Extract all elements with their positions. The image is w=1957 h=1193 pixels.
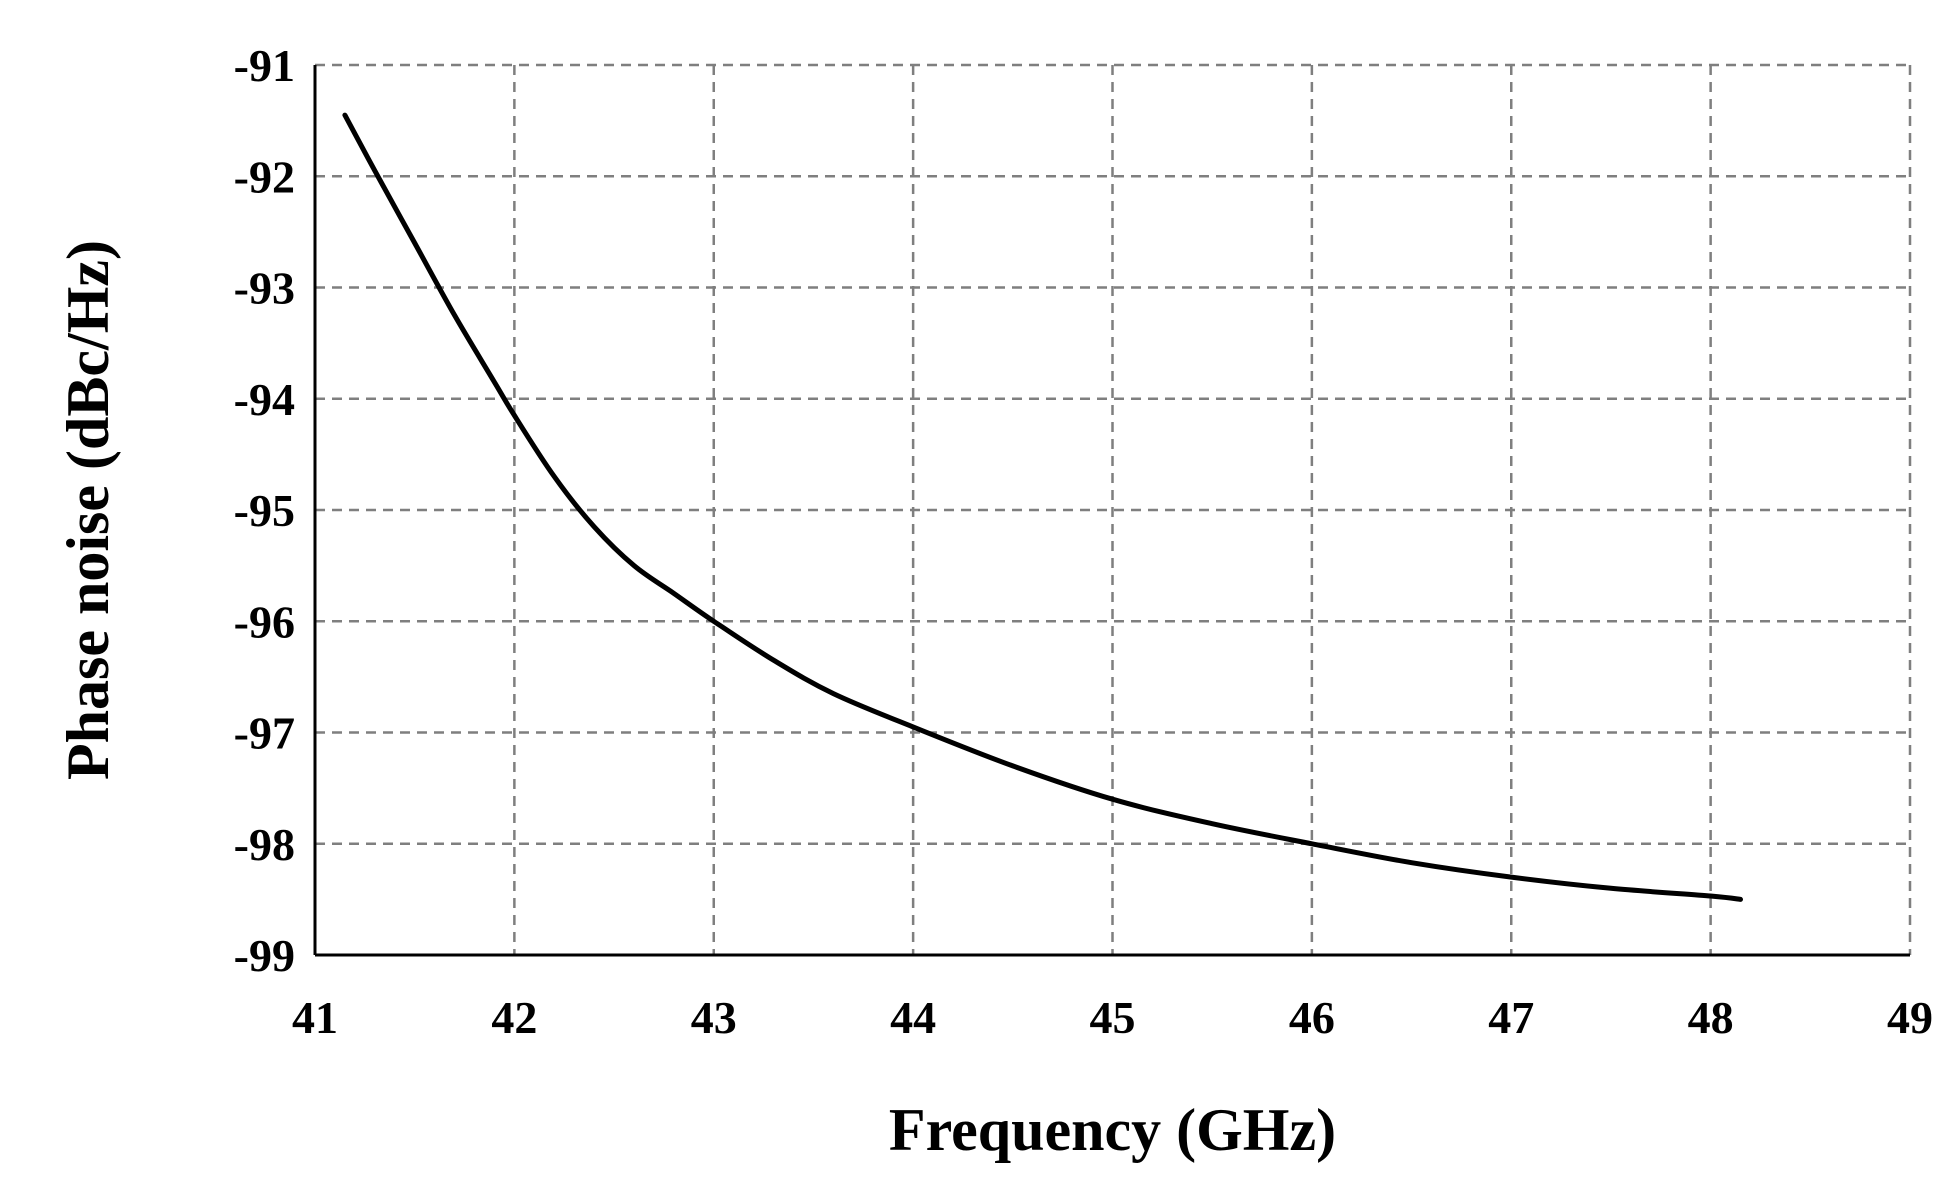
x-tick-label-2: 43 [691, 992, 737, 1043]
series-line-0 [342, 112, 1743, 902]
grid [315, 63, 1912, 955]
x-tick-label-7: 48 [1688, 992, 1734, 1043]
x-axis-title: Frequency (GHz) [889, 1097, 1336, 1163]
y-tick-label-8: -99 [234, 930, 295, 981]
series-group [342, 112, 1743, 902]
axes [313, 65, 1910, 957]
x-tick-label-0: 41 [292, 992, 338, 1043]
x-tick-label-3: 44 [890, 992, 936, 1043]
x-tick-label-6: 47 [1488, 992, 1534, 1043]
y-tick-label-5: -96 [234, 596, 295, 647]
x-tick-label-1: 42 [491, 992, 537, 1043]
x-tick-label-8: 49 [1887, 992, 1933, 1043]
y-tick-label-6: -97 [234, 708, 295, 759]
y-tick-label-4: -95 [234, 485, 295, 536]
y-tick-label-7: -98 [234, 819, 295, 870]
y-tick-label-3: -94 [234, 374, 295, 425]
y-tick-label-2: -93 [234, 263, 295, 314]
x-tick-label-4: 45 [1090, 992, 1136, 1043]
y-axis-title: Phase noise (dBc/Hz) [55, 240, 121, 780]
y-tick-label-0: -91 [234, 40, 295, 91]
tick-labels: 41 42 43 44 45 46 47 48 49 -91 -92 -93 -94 -95 -96 -97 -… [234, 40, 1933, 1043]
y-tick-label-1: -92 [234, 151, 295, 202]
x-tick-label-5: 46 [1289, 992, 1335, 1043]
